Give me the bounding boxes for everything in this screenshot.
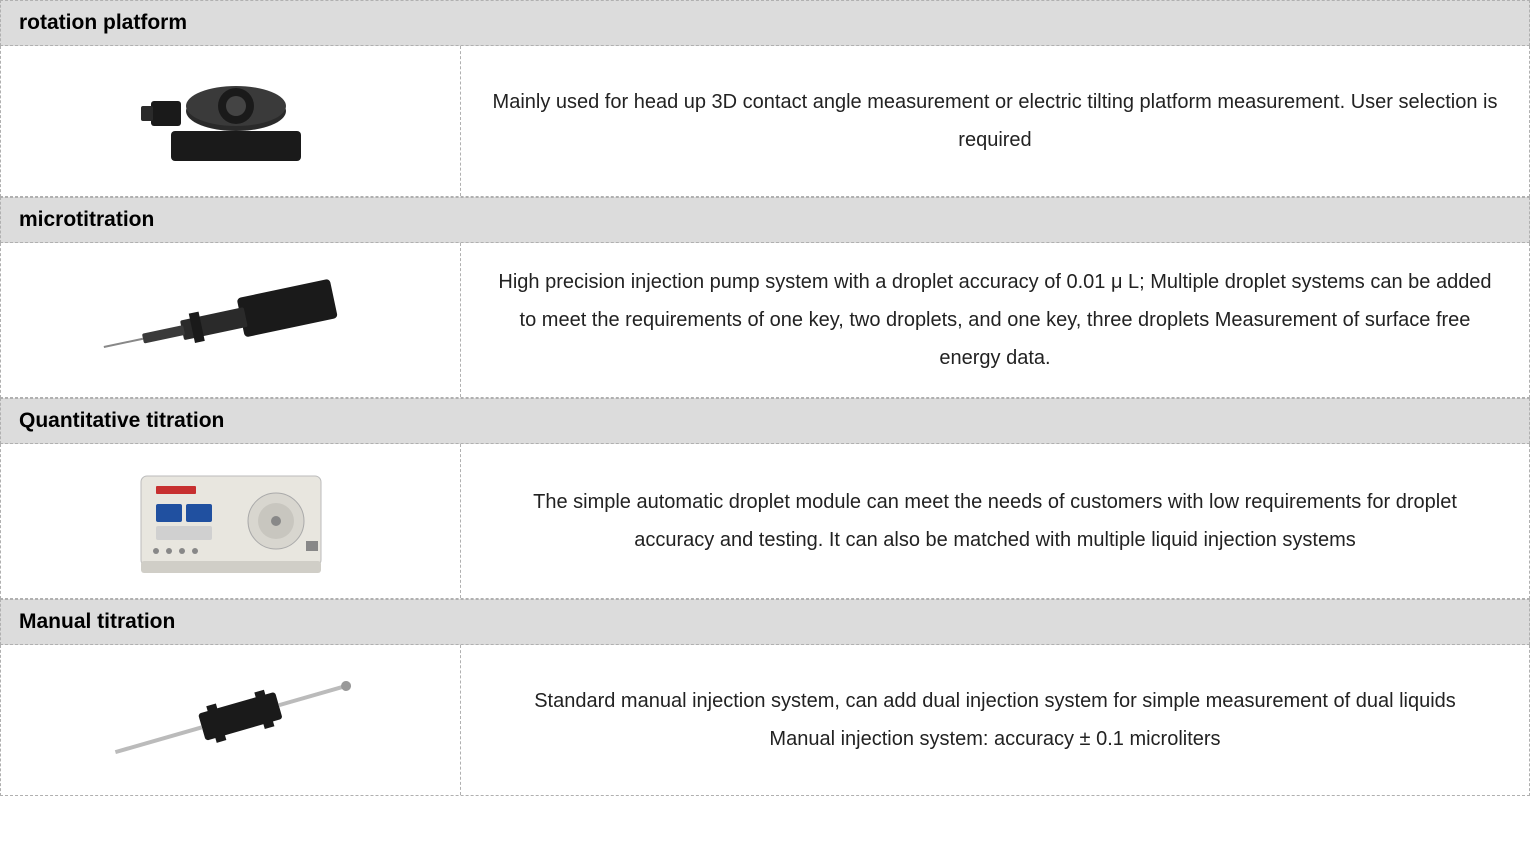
section-header-rotation-platform: rotation platform xyxy=(0,0,1530,46)
section-body-manual-titration: Standard manual injection system, can ad… xyxy=(0,645,1530,796)
description-text: The simple automatic droplet module can … xyxy=(491,483,1499,559)
section-header-label: rotation platform xyxy=(19,11,187,34)
product-spec-table: rotation platform Mainly used for head u… xyxy=(0,0,1530,796)
section-body-rotation-platform: Mainly used for head up 3D contact angle… xyxy=(0,46,1530,197)
image-cell xyxy=(1,444,461,598)
description-text: High precision injection pump system wit… xyxy=(491,263,1499,377)
section-header-label: Quantitative titration xyxy=(19,409,224,432)
description-cell: The simple automatic droplet module can … xyxy=(461,444,1529,598)
image-cell xyxy=(1,645,461,795)
description-text: Mainly used for head up 3D contact angle… xyxy=(491,83,1499,159)
microtitration-icon xyxy=(91,265,371,375)
description-text: Standard manual injection system, can ad… xyxy=(534,682,1456,758)
quantitative-titration-icon xyxy=(121,456,341,586)
section-header-quantitative-titration: Quantitative titration xyxy=(0,398,1530,444)
image-cell xyxy=(1,243,461,397)
description-cell: Standard manual injection system, can ad… xyxy=(461,645,1529,795)
image-cell xyxy=(1,46,461,196)
description-cell: Mainly used for head up 3D contact angle… xyxy=(461,46,1529,196)
section-body-quantitative-titration: The simple automatic droplet module can … xyxy=(0,444,1530,599)
section-body-microtitration: High precision injection pump system wit… xyxy=(0,243,1530,398)
manual-titration-icon xyxy=(91,660,371,780)
description-cell: High precision injection pump system wit… xyxy=(461,243,1529,397)
section-header-label: Manual titration xyxy=(19,610,175,633)
section-header-manual-titration: Manual titration xyxy=(0,599,1530,645)
section-header-label: microtitration xyxy=(19,208,154,231)
rotation-platform-icon xyxy=(121,61,341,181)
section-header-microtitration: microtitration xyxy=(0,197,1530,243)
